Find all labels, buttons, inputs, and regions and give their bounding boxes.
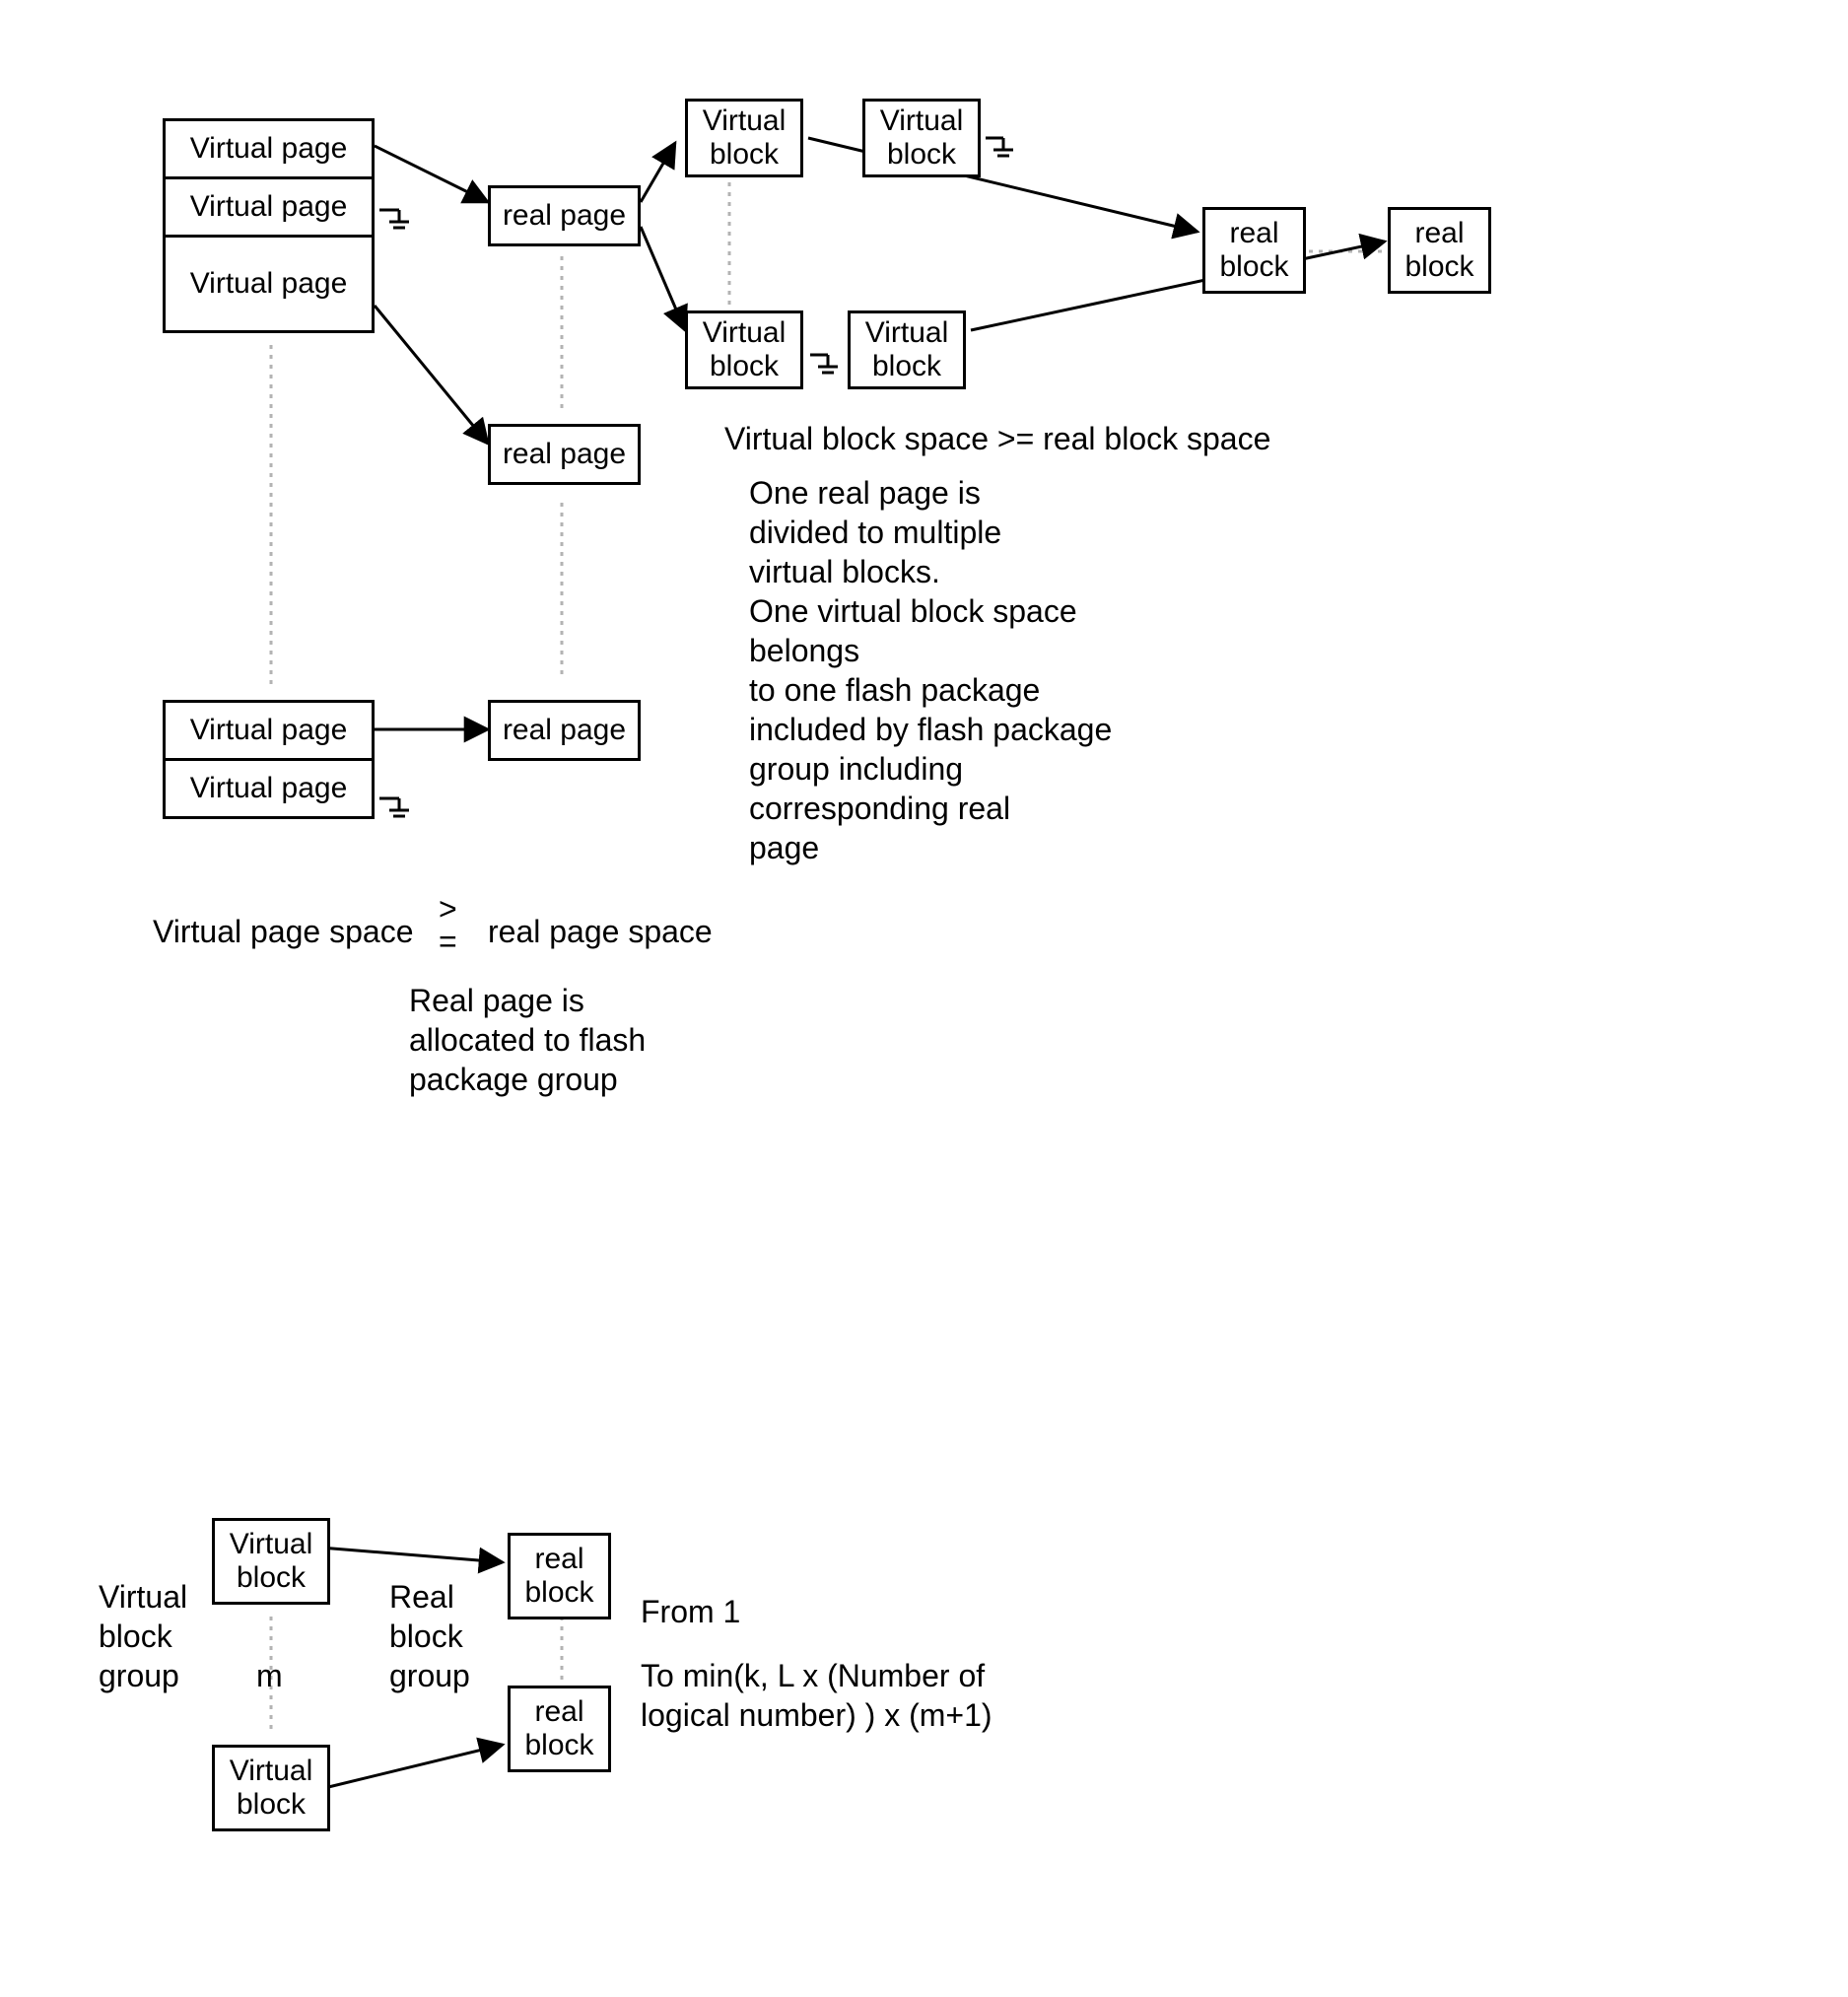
box-label: Virtual page	[190, 772, 348, 806]
virtual-page-box: Virtual page	[163, 758, 375, 819]
box-label: Virtual block	[696, 316, 792, 384]
virtual-page-box: Virtual page	[163, 118, 375, 179]
virtual-page-box: Virtual page	[163, 176, 375, 238]
box-label: Virtual page	[190, 267, 348, 302]
real-block-box: real block	[1202, 207, 1306, 294]
to-min-label: To min(k, L x (Number of logical number)…	[641, 1656, 1133, 1735]
box-label: Virtual block	[858, 316, 955, 384]
box-label: real block	[1213, 217, 1295, 285]
virtual-block-box: Virtual block	[685, 310, 803, 389]
box-label: Virtual page	[190, 132, 348, 167]
box-label: Virtual block	[873, 104, 970, 172]
box-label: Virtual page	[190, 714, 348, 748]
m-label: m	[256, 1656, 283, 1695]
box-label: Virtual block	[223, 1755, 319, 1823]
box-label: real block	[518, 1695, 600, 1763]
explanation-1-label: One real page is divided to multiple vir…	[749, 473, 1340, 867]
box-label: Virtual block	[223, 1528, 319, 1596]
box-label: real page	[503, 438, 626, 472]
virtual-page-box: Virtual page	[163, 700, 375, 761]
diagram-canvas: Virtual page Virtual page Virtual page V…	[0, 0, 1848, 1997]
ge-bot-label: =	[439, 922, 457, 961]
real-block-group-label: Real block group	[389, 1577, 508, 1695]
box-label: real block	[518, 1543, 600, 1611]
box-label: real block	[1399, 217, 1480, 285]
real-page-box: real page	[488, 700, 641, 761]
real-page-space-label: real page space	[488, 912, 713, 951]
virtual-block-box: Virtual block	[848, 310, 966, 389]
virtual-block-box: Virtual block	[862, 99, 981, 177]
virtual-block-group-label: Virtual block group	[99, 1577, 217, 1695]
real-block-box: real block	[1388, 207, 1491, 294]
from-1-label: From 1	[641, 1592, 740, 1631]
real-block-box: real block	[508, 1533, 611, 1619]
virtual-block-box: Virtual block	[212, 1745, 330, 1831]
vb-space-relation-label: Virtual block space >= real block space	[724, 419, 1270, 458]
real-block-box: real block	[508, 1686, 611, 1772]
virtual-page-box: Virtual page	[163, 235, 375, 333]
virtual-block-box: Virtual block	[685, 99, 803, 177]
explanation-2-label: Real page is allocated to flash package …	[409, 981, 803, 1099]
box-label: Virtual block	[696, 104, 792, 172]
real-page-box: real page	[488, 424, 641, 485]
virtual-page-space-label: Virtual page space	[153, 912, 413, 951]
box-label: real page	[503, 199, 626, 234]
box-label: real page	[503, 714, 626, 748]
virtual-block-box: Virtual block	[212, 1518, 330, 1605]
real-page-box: real page	[488, 185, 641, 246]
box-label: Virtual page	[190, 190, 348, 225]
